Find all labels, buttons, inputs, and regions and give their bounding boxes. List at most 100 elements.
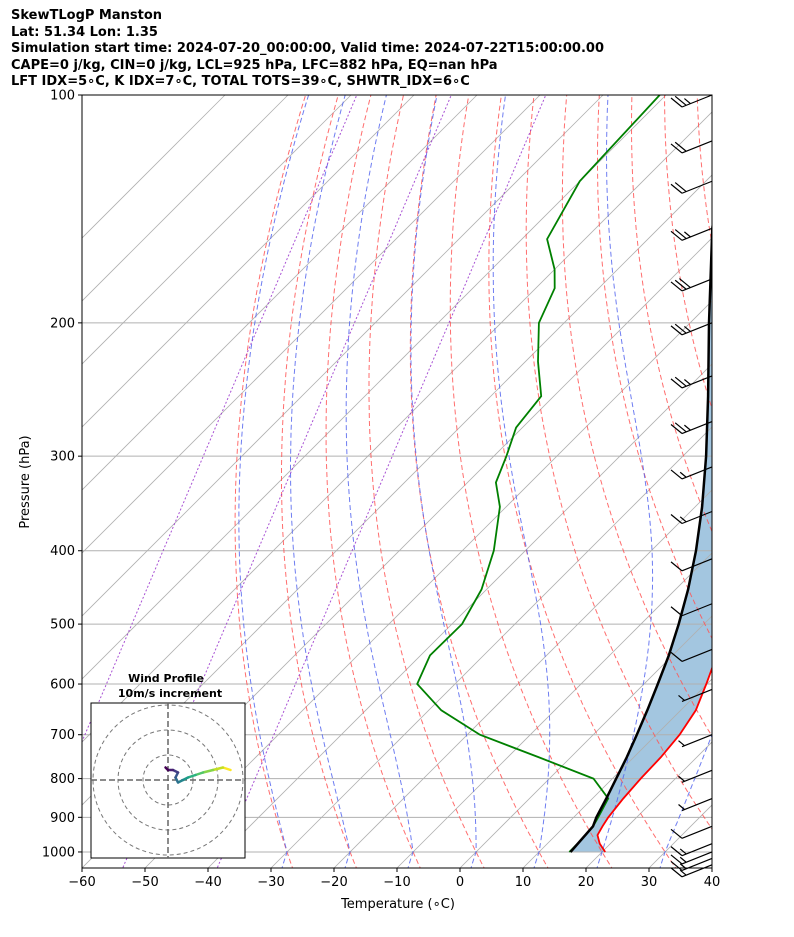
isotherm-line <box>648 804 712 868</box>
wind-barb <box>670 94 713 108</box>
isotherm-line <box>82 95 226 239</box>
inset-title: Wind Profile <box>128 672 204 685</box>
cin-shading <box>570 236 712 852</box>
dry-adiabat <box>730 95 794 871</box>
chart-title: SkewTLogP Manston <box>11 8 163 23</box>
wind-barb <box>670 466 713 480</box>
y-tick-label: 200 <box>50 316 75 331</box>
isotherm-line <box>82 111 712 743</box>
isotherm-line <box>775 95 794 868</box>
moist-adiabat <box>722 95 794 871</box>
wind-barb <box>670 510 713 525</box>
wind-barb <box>670 851 713 865</box>
parcel-line <box>569 221 712 853</box>
dry-adiabat <box>525 95 712 830</box>
wind-barb <box>670 603 713 617</box>
wind-barb <box>670 227 713 241</box>
temperature-line <box>596 665 712 853</box>
dry-adiabat <box>234 95 307 868</box>
indices-line-2: LFT IDX=5∘C, K IDX=7∘C, TOTAL TOTS=39∘C,… <box>11 74 470 89</box>
isotherm-line <box>82 95 667 680</box>
hodograph-segment <box>194 771 205 777</box>
isotherm-line <box>82 95 289 302</box>
y-tick-label: 900 <box>50 811 75 826</box>
chart-title-block: SkewTLogP Manston Lat: 51.34 Lon: 1.35 S… <box>11 8 604 91</box>
wind-barbs <box>670 94 713 878</box>
wind-barb <box>670 420 713 435</box>
x-tick-label: −60 <box>68 875 95 890</box>
y-tick-label: 1000 <box>42 845 75 860</box>
isotherm-line <box>207 363 712 868</box>
isotherm-line <box>82 95 415 428</box>
wind-barb <box>678 769 713 783</box>
wind-barb <box>670 558 713 572</box>
cin-area <box>570 236 712 852</box>
moist-adiabat <box>290 95 351 868</box>
dry-adiabat <box>409 95 549 868</box>
wind-barb <box>678 688 713 703</box>
y-axis: 1000 900 800 700 600 500 400 300 200 100 <box>42 89 82 860</box>
hodograph-segment <box>221 766 232 772</box>
location-line: Lat: 51.34 Lon: 1.35 <box>11 24 158 40</box>
time-line: Simulation start time: 2024-07-20_00:00:… <box>11 41 604 56</box>
moist-adiabat <box>659 733 712 868</box>
wind-barb <box>670 180 713 194</box>
dry-adiabat <box>664 95 712 411</box>
hodograph-segment <box>164 766 170 772</box>
isotherm-line <box>82 95 352 365</box>
y-tick-label: 100 <box>50 89 75 104</box>
dewpoint-line <box>416 95 661 853</box>
wind-barb <box>678 797 713 812</box>
y-axis-label: Pressure (hPa) <box>18 435 33 528</box>
hodograph-segment <box>186 773 197 779</box>
moist-adiabat <box>492 95 551 868</box>
x-tick-label: −10 <box>383 875 410 890</box>
moist-adiabat <box>596 95 654 868</box>
x-tick-label: 0 <box>456 875 464 890</box>
x-axis-label: Temperature (∘C) <box>340 897 455 912</box>
isotherm-line <box>333 489 712 868</box>
wind-barb <box>670 322 713 336</box>
x-tick-label: 20 <box>578 875 595 890</box>
isotherm-line <box>585 741 712 868</box>
y-tick-label: 700 <box>50 728 75 743</box>
inset-subtitle: 10m/s increment <box>118 687 222 700</box>
x-tick-label: −40 <box>194 875 221 890</box>
isotherm-line <box>711 867 712 868</box>
wind-barb <box>670 278 713 292</box>
dry-adiabat <box>488 95 677 868</box>
hodograph-segment <box>201 768 215 774</box>
y-tick-label: 300 <box>50 450 75 465</box>
moist-adiabat <box>410 95 477 868</box>
dry-adiabat <box>561 95 712 738</box>
isotherm-line <box>82 95 604 617</box>
indices-line-1: CAPE=0 j/kg, CIN=0 j/kg, LCL=925 hPa, LF… <box>11 57 498 73</box>
isotherm-line <box>522 678 712 868</box>
x-tick-label: 10 <box>515 875 532 890</box>
profile-lines <box>416 95 712 853</box>
wind-barb <box>670 843 713 857</box>
wind-barb <box>670 825 713 839</box>
isotherm-line <box>459 615 712 868</box>
x-tick-label: 30 <box>641 875 658 890</box>
wind-barb <box>678 734 713 748</box>
x-tick-label: 40 <box>704 875 721 890</box>
isotherm-line <box>396 552 712 868</box>
y-tick-label: 500 <box>50 618 75 633</box>
dry-adiabat <box>325 95 421 868</box>
wind-profile-inset: Wind Profile 10m/s increment <box>90 672 246 859</box>
x-tick-label: −30 <box>257 875 284 890</box>
x-axis: −60 −50 −40 −30 −20 −10 0 10 20 30 40 <box>68 868 720 890</box>
x-tick-label: −20 <box>320 875 347 890</box>
hodograph-segment <box>211 766 225 772</box>
isotherm-line <box>144 300 712 868</box>
dry-adiabat <box>281 95 357 868</box>
dry-adiabat <box>762 95 794 871</box>
moist-adiabat <box>345 95 414 868</box>
wind-barb <box>670 140 713 154</box>
isotherm-line <box>270 426 712 868</box>
isotherm-line <box>82 95 541 554</box>
moist-adiabat <box>238 95 310 868</box>
x-tick-label: −50 <box>131 875 158 890</box>
